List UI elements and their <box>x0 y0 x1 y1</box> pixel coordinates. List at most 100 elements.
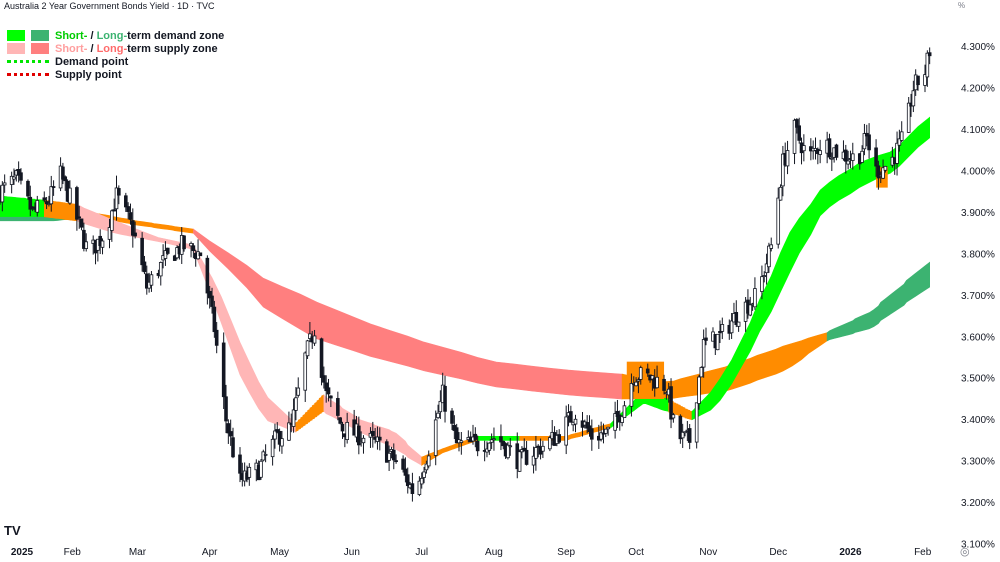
legend-demand-point: Demand point <box>7 55 224 68</box>
candle-body <box>899 131 904 141</box>
candle <box>473 427 478 448</box>
candle-body <box>830 157 834 160</box>
candle <box>573 414 578 433</box>
short-supply-swatch <box>7 43 25 54</box>
legend-supply-rest: term supply zone <box>127 42 218 55</box>
candle <box>291 398 296 433</box>
x-tick-label: Jul <box>415 547 428 558</box>
candle-body <box>736 321 741 327</box>
y-tick-label: 3.100% <box>961 540 995 551</box>
x-axis[interactable]: 2025 Feb Mar Apr May Jun Jul Aug Sep Oct Nov Dec 202… <box>11 547 932 558</box>
candle <box>403 457 408 483</box>
candle-body <box>769 244 774 249</box>
candle-body <box>499 436 503 443</box>
candle <box>436 404 440 420</box>
candle-body <box>51 186 56 188</box>
candle <box>585 415 589 434</box>
candle-body <box>172 255 177 261</box>
gear-icon[interactable]: ◎ <box>960 546 970 558</box>
candle-body <box>748 304 753 316</box>
candle <box>210 287 214 314</box>
legend-supply-short: Short- <box>55 42 88 55</box>
candle <box>548 435 552 452</box>
candle <box>273 423 277 449</box>
candle-body <box>797 125 801 141</box>
candle <box>16 161 21 183</box>
candle <box>492 427 496 451</box>
tradingview-logo[interactable]: TV <box>4 523 21 538</box>
candle-body <box>126 206 130 212</box>
legend-supply-sep: / <box>87 42 97 55</box>
candle-body <box>107 227 112 240</box>
candle-body <box>221 342 226 398</box>
long-term-zone-supply-2 <box>193 228 623 400</box>
candle-body <box>443 385 447 412</box>
candle-body <box>291 409 296 427</box>
candle-body <box>683 431 687 434</box>
candle-body <box>536 445 541 448</box>
candle <box>830 152 834 172</box>
demand-point-swatch <box>7 60 49 63</box>
candle <box>35 195 40 217</box>
x-tick-label: May <box>270 547 289 558</box>
candle-body <box>569 411 573 423</box>
candle <box>781 145 785 197</box>
supply-point-swatch <box>7 73 49 76</box>
candle <box>144 265 149 295</box>
candle-body <box>207 290 212 299</box>
x-tick-label: Feb <box>64 547 82 558</box>
candle-body <box>133 232 137 237</box>
candle-body <box>312 335 317 344</box>
candle-body <box>517 451 522 472</box>
candle-body <box>163 250 168 259</box>
candle <box>846 150 850 170</box>
candle <box>816 147 820 165</box>
candle-body <box>671 414 676 419</box>
candle <box>459 431 464 455</box>
candle <box>124 192 128 212</box>
candle <box>489 433 494 450</box>
candle-body <box>63 176 68 182</box>
short-term-zone-demand-6 <box>477 435 520 441</box>
candle-body <box>384 441 389 463</box>
candle <box>82 222 86 252</box>
candle-body <box>925 52 930 78</box>
candle-body <box>124 195 128 208</box>
candle-body <box>370 430 375 436</box>
candle-body <box>35 200 40 213</box>
candle-body <box>704 337 708 341</box>
candle <box>881 159 885 180</box>
candle-body <box>585 422 589 429</box>
candle <box>68 180 72 205</box>
candle <box>906 97 911 133</box>
candle-body <box>345 421 349 440</box>
candlestick-series <box>0 47 932 502</box>
candle-body <box>361 437 366 444</box>
candle <box>629 373 634 417</box>
candle <box>275 422 280 434</box>
legend-demand-short: Short- <box>55 29 88 42</box>
candle <box>0 181 5 212</box>
candle <box>133 221 137 239</box>
candle-body <box>84 241 89 249</box>
candle-body <box>287 422 291 441</box>
candle-body <box>715 333 720 351</box>
candle <box>294 387 298 421</box>
candle-body <box>12 176 16 180</box>
y-axis[interactable]: 3.100% 3.200% 3.300% 3.400% 3.500% 3.600% 3.70… <box>961 42 995 550</box>
short-term-zone-demand-0 <box>0 195 45 217</box>
candle <box>384 439 389 463</box>
candle-body <box>270 438 275 458</box>
candle-body <box>340 423 345 432</box>
candle <box>340 421 345 439</box>
candle <box>818 139 822 164</box>
candle-body <box>622 405 627 419</box>
candle-body <box>531 455 536 466</box>
candle-body <box>417 480 422 495</box>
candle-body <box>718 331 722 334</box>
candle <box>259 459 263 480</box>
candle-body <box>296 387 301 396</box>
candle-body <box>669 386 673 420</box>
x-tick-label: Feb <box>914 547 932 558</box>
